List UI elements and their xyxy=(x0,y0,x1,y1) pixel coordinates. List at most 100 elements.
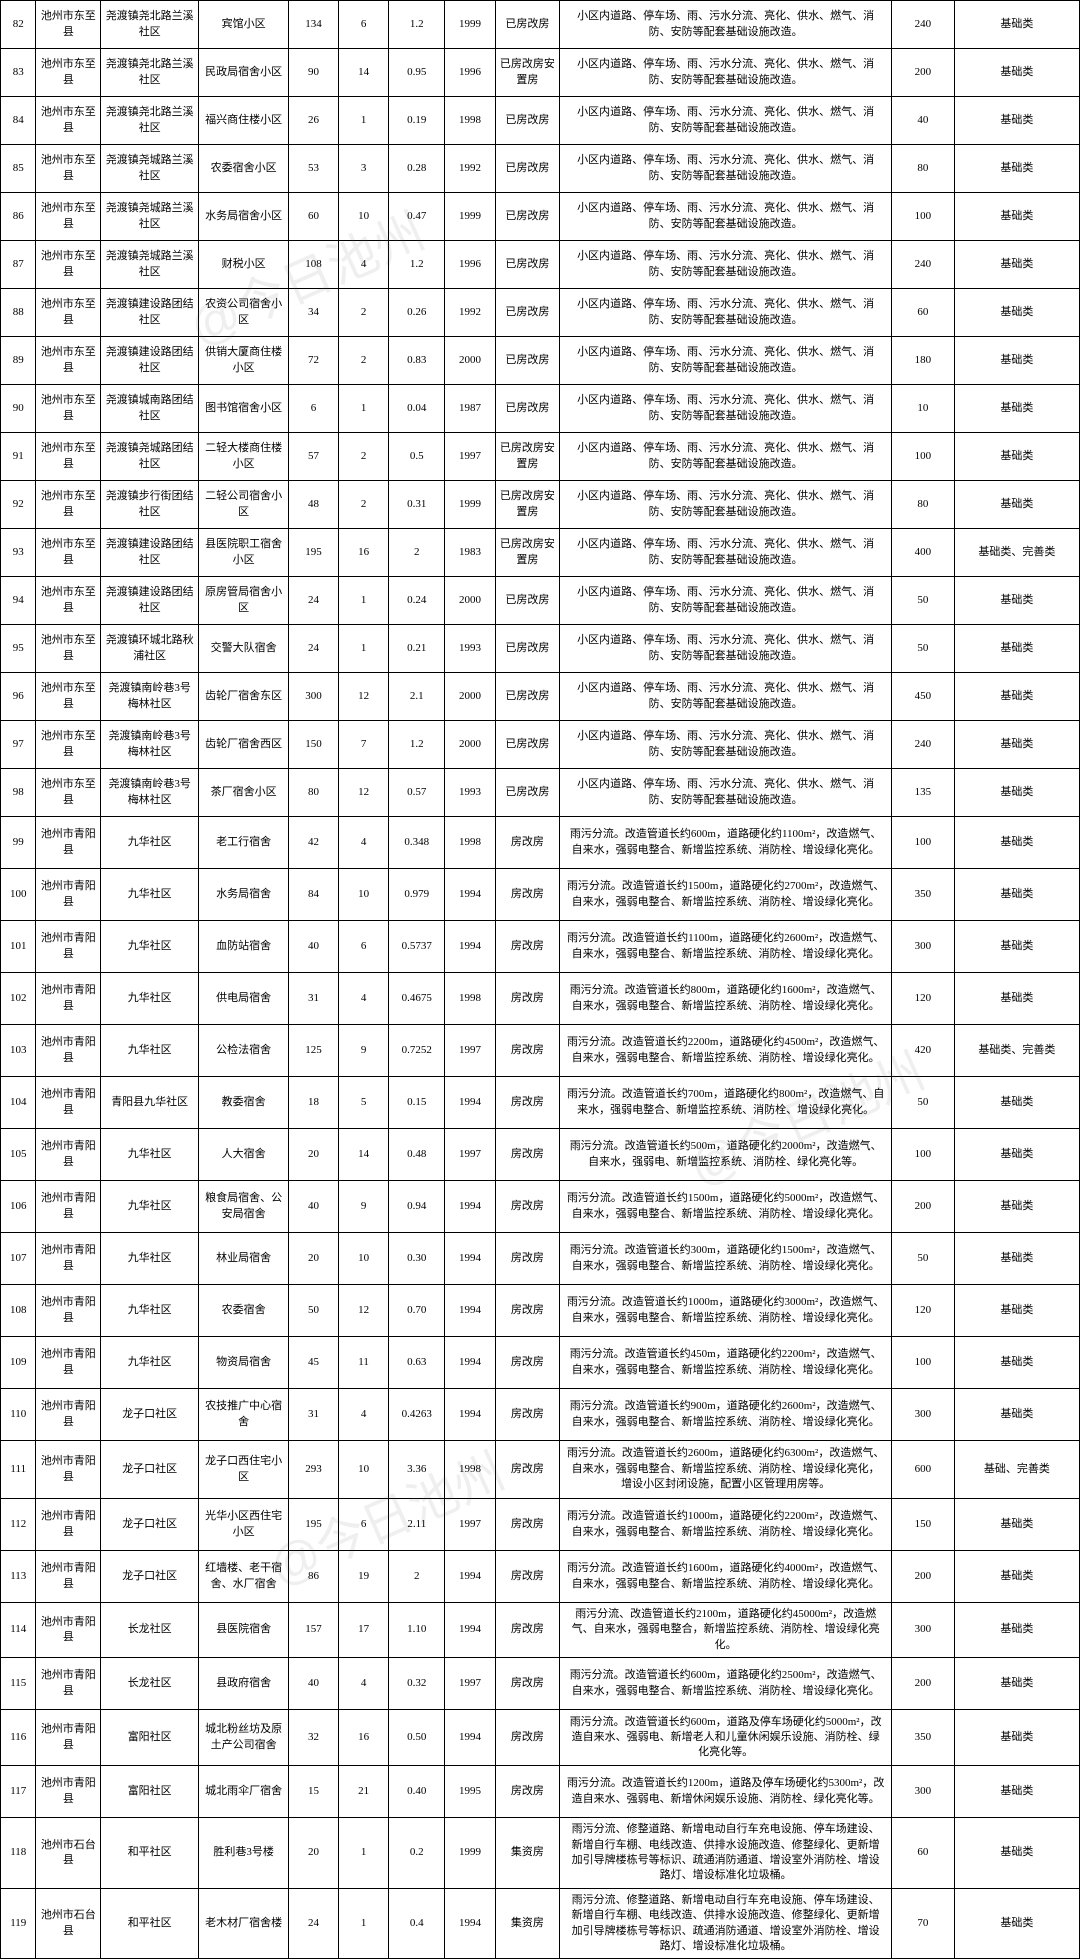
col-households: 157 xyxy=(288,1603,338,1658)
col-year: 1999 xyxy=(445,1,495,49)
col-project: 林业局宿舍 xyxy=(199,1233,289,1285)
table-row: 83池州市东至县尧渡镇尧北路兰溪社区民政局宿舍小区90140.951996已房改… xyxy=(1,49,1080,97)
col-index: 119 xyxy=(1,1888,36,1959)
col-community: 九华社区 xyxy=(101,1129,199,1181)
table-row: 82池州市东至县尧渡镇尧北路兰溪社区宾馆小区13461.21999已房改房小区内… xyxy=(1,1,1080,49)
col-investment: 100 xyxy=(892,1337,955,1389)
col-index: 112 xyxy=(1,1499,36,1551)
col-index: 107 xyxy=(1,1233,36,1285)
col-buildings: 5 xyxy=(339,1077,389,1129)
col-area: 0.5 xyxy=(389,433,445,481)
col-district: 池州市青阳县 xyxy=(36,1389,101,1441)
col-type: 已房改房 xyxy=(495,193,560,241)
col-investment: 120 xyxy=(892,973,955,1025)
col-district: 池州市青阳县 xyxy=(36,1025,101,1077)
col-type: 已房改房安置房 xyxy=(495,481,560,529)
col-area: 2 xyxy=(389,529,445,577)
table-row: 96池州市东至县尧渡镇南岭巷3号梅林社区齿轮厂宿舍东区300122.12000已… xyxy=(1,673,1080,721)
col-area: 2.1 xyxy=(389,673,445,721)
col-category: 基础类 xyxy=(954,769,1079,817)
col-description: 小区内道路、停车场、雨、污水分流、亮化、供水、燃气、消防、安防等配套基础设施改造… xyxy=(560,577,892,625)
col-community: 尧渡镇建设路团结社区 xyxy=(101,337,199,385)
col-year: 1999 xyxy=(445,481,495,529)
col-category: 基础类、完善类 xyxy=(954,1025,1079,1077)
col-households: 86 xyxy=(288,1551,338,1603)
col-index: 101 xyxy=(1,921,36,973)
col-community: 富阳社区 xyxy=(101,1710,199,1766)
col-district: 池州市青阳县 xyxy=(36,1441,101,1499)
col-district: 池州市青阳县 xyxy=(36,1551,101,1603)
col-area: 0.26 xyxy=(389,289,445,337)
col-category: 基础类 xyxy=(954,1710,1079,1766)
col-investment: 300 xyxy=(892,1603,955,1658)
col-community: 尧渡镇尧城路兰溪社区 xyxy=(101,193,199,241)
col-community: 龙子口社区 xyxy=(101,1551,199,1603)
col-district: 池州市东至县 xyxy=(36,673,101,721)
col-index: 115 xyxy=(1,1658,36,1710)
col-investment: 120 xyxy=(892,1285,955,1337)
col-index: 102 xyxy=(1,973,36,1025)
col-investment: 300 xyxy=(892,921,955,973)
col-investment: 100 xyxy=(892,193,955,241)
col-community: 龙子口社区 xyxy=(101,1389,199,1441)
col-category: 基础类 xyxy=(954,1181,1079,1233)
col-type: 房改房 xyxy=(495,1025,560,1077)
col-community: 尧渡镇尧北路兰溪社区 xyxy=(101,49,199,97)
col-community: 尧渡镇尧北路兰溪社区 xyxy=(101,1,199,49)
col-district: 池州市东至县 xyxy=(36,385,101,433)
table-row: 90池州市东至县尧渡镇城南路团结社区图书馆宿舍小区610.041987已房改房小… xyxy=(1,385,1080,433)
col-area: 0.83 xyxy=(389,337,445,385)
col-project: 二轻公司宿舍小区 xyxy=(199,481,289,529)
col-type: 已房改房 xyxy=(495,337,560,385)
col-index: 82 xyxy=(1,1,36,49)
col-type: 房改房 xyxy=(495,1603,560,1658)
col-community: 九华社区 xyxy=(101,1337,199,1389)
col-category: 基础类、完善类 xyxy=(954,529,1079,577)
table-row: 87池州市东至县尧渡镇尧城路兰溪社区财税小区10841.21996已房改房小区内… xyxy=(1,241,1080,289)
col-index: 103 xyxy=(1,1025,36,1077)
table-row: 84池州市东至县尧渡镇尧北路兰溪社区福兴商住楼小区2610.191998已房改房… xyxy=(1,97,1080,145)
col-community: 九华社区 xyxy=(101,921,199,973)
col-type: 房改房 xyxy=(495,1337,560,1389)
table-row: 105池州市青阳县九华社区人大宿舍20140.481997房改房雨污分流。改造管… xyxy=(1,1129,1080,1181)
col-investment: 50 xyxy=(892,577,955,625)
col-district: 池州市石台县 xyxy=(36,1818,101,1889)
col-index: 93 xyxy=(1,529,36,577)
col-households: 26 xyxy=(288,97,338,145)
col-project: 农技推广中心宿舍 xyxy=(199,1389,289,1441)
col-district: 池州市东至县 xyxy=(36,97,101,145)
col-project: 民政局宿舍小区 xyxy=(199,49,289,97)
col-households: 48 xyxy=(288,481,338,529)
col-index: 92 xyxy=(1,481,36,529)
col-year: 1994 xyxy=(445,1285,495,1337)
col-households: 31 xyxy=(288,973,338,1025)
col-community: 长龙社区 xyxy=(101,1603,199,1658)
table-row: 115池州市青阳县长龙社区县政府宿舍4040.321997房改房雨污分流。改造管… xyxy=(1,1658,1080,1710)
col-households: 42 xyxy=(288,817,338,869)
col-type: 房改房 xyxy=(495,973,560,1025)
col-community: 青阳县九华社区 xyxy=(101,1077,199,1129)
col-area: 0.47 xyxy=(389,193,445,241)
table-row: 98池州市东至县尧渡镇南岭巷3号梅林社区茶厂宿舍小区80120.571993已房… xyxy=(1,769,1080,817)
col-type: 房改房 xyxy=(495,1766,560,1818)
col-year: 1993 xyxy=(445,625,495,673)
col-year: 1994 xyxy=(445,1888,495,1959)
col-description: 雨污分流、改造管道长约2100m，道路硬化约45000m²，改造燃气、自来水，强… xyxy=(560,1603,892,1658)
col-area: 0.94 xyxy=(389,1181,445,1233)
col-index: 97 xyxy=(1,721,36,769)
col-buildings: 6 xyxy=(339,1499,389,1551)
col-households: 293 xyxy=(288,1441,338,1499)
col-description: 小区内道路、停车场、雨、污水分流、亮化、供水、燃气、消防、安防等配套基础设施改造… xyxy=(560,721,892,769)
col-area: 0.348 xyxy=(389,817,445,869)
col-category: 基础类 xyxy=(954,337,1079,385)
col-households: 32 xyxy=(288,1710,338,1766)
col-investment: 50 xyxy=(892,1233,955,1285)
table-row: 111池州市青阳县龙子口社区龙子口西住宅小区293103.361998房改房雨污… xyxy=(1,1441,1080,1499)
col-category: 基础类 xyxy=(954,673,1079,721)
col-year: 1994 xyxy=(445,1337,495,1389)
col-type: 已房改房 xyxy=(495,241,560,289)
col-category: 基础类 xyxy=(954,481,1079,529)
col-index: 91 xyxy=(1,433,36,481)
col-buildings: 1 xyxy=(339,97,389,145)
col-area: 0.04 xyxy=(389,385,445,433)
